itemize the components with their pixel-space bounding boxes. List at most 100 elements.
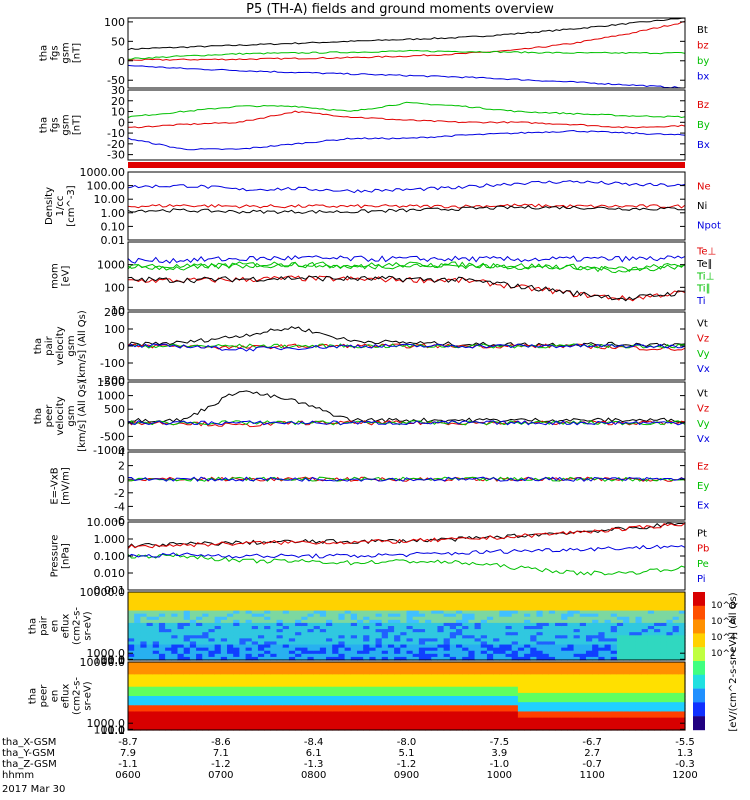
- heatmap-cell: [363, 592, 370, 596]
- heatmap-cell: [189, 638, 197, 643]
- heatmap-cell: [220, 705, 228, 709]
- heatmap-cell: [412, 680, 420, 685]
- heatmap-cell: [548, 677, 556, 682]
- heatmap-cell: [251, 708, 259, 713]
- heatmap-cell: [678, 671, 686, 675]
- heatmap-cell: [604, 641, 612, 646]
- series-line-2: [127, 420, 686, 426]
- heatmap-cell: [189, 680, 197, 685]
- heatmap-cell: [288, 644, 296, 649]
- heatmap-cell: [548, 711, 556, 716]
- heatmap-cell: [146, 629, 154, 633]
- heatmap-cell: [604, 616, 612, 621]
- legend-entry: bx: [697, 72, 709, 83]
- heatmap-cell: [158, 711, 166, 716]
- heatmap-cell: [171, 680, 179, 685]
- heatmap-cell: [264, 653, 271, 658]
- heatmap-cell: [165, 692, 172, 697]
- heatmap-cell: [177, 668, 185, 672]
- heatmap-cell: [536, 696, 544, 700]
- heatmap-cell: [536, 601, 544, 605]
- heatmap-cell: [245, 699, 253, 703]
- heatmap-cell: [220, 622, 228, 627]
- heatmap-cell: [579, 656, 587, 661]
- heatmap-cell: [486, 717, 494, 722]
- heatmap-cell: [301, 595, 309, 599]
- heatmap-cell: [146, 699, 154, 703]
- heatmap-cell: [561, 610, 569, 615]
- heatmap-cell: [270, 622, 278, 627]
- heatmap-cell: [356, 656, 364, 661]
- heatmap-cell: [610, 622, 618, 627]
- heatmap-cell: [257, 662, 265, 666]
- heatmap-cell: [456, 689, 463, 694]
- heatmap-cell: [672, 689, 680, 694]
- heatmap-cell: [406, 598, 414, 602]
- heatmap-cell: [356, 613, 364, 618]
- heatmap-cell: [425, 613, 432, 618]
- heatmap-cell: [524, 689, 531, 694]
- heatmap-cell: [647, 671, 655, 675]
- heatmap-cell: [629, 653, 637, 658]
- heatmap-cell: [672, 671, 680, 675]
- heatmap-cell: [517, 635, 525, 639]
- heatmap-cell: [227, 638, 234, 643]
- heatmap-cell: [592, 705, 599, 709]
- heatmap-cell: [443, 613, 451, 618]
- heatmap-cell: [585, 720, 593, 725]
- heatmap-cell: [524, 647, 531, 652]
- heatmap-cell: [350, 723, 358, 728]
- heatmap-cell: [146, 653, 154, 658]
- heatmap-cell: [257, 699, 265, 703]
- heatmap-cell: [660, 626, 668, 630]
- heatmap-cell: [288, 717, 296, 722]
- heatmap-cell: [295, 714, 302, 719]
- heatmap-cell: [660, 671, 668, 675]
- heatmap-cell: [548, 656, 556, 661]
- heatmap-cell: [264, 720, 271, 725]
- heatmap-cell: [338, 674, 346, 679]
- heatmap-cell: [616, 598, 624, 602]
- heatmap-cell: [307, 677, 315, 682]
- heatmap-cell: [418, 650, 426, 655]
- heatmap-cell: [363, 726, 370, 731]
- heatmap-cell: [567, 702, 575, 706]
- heatmap-cell: [406, 726, 414, 731]
- heatmap-cell: [282, 717, 290, 722]
- heatmap-cell: [307, 674, 315, 679]
- heatmap-cell: [245, 592, 253, 596]
- heatmap-cell: [418, 717, 426, 722]
- heatmap-cell: [468, 638, 476, 643]
- heatmap-cell: [616, 674, 624, 679]
- heatmap-cell: [449, 720, 457, 725]
- heatmap-cell: [338, 641, 346, 646]
- heatmap-cell: [239, 604, 247, 609]
- heatmap-cell: [499, 650, 507, 655]
- heatmap-cell: [326, 699, 333, 703]
- heatmap-cell: [307, 619, 315, 624]
- heatmap-cell: [313, 717, 321, 722]
- heatmap-cell: [604, 629, 612, 633]
- heatmap-cell: [251, 607, 259, 612]
- heatmap-cell: [400, 689, 408, 694]
- heatmap-cell: [257, 671, 265, 675]
- heatmap-cell: [270, 668, 278, 672]
- heatmap-cell: [536, 723, 544, 728]
- heatmap-cell: [598, 726, 606, 731]
- heatmap-cell: [369, 604, 377, 609]
- heatmap-cell: [288, 635, 296, 639]
- heatmap-cell: [474, 662, 482, 666]
- heatmap-cell: [635, 705, 643, 709]
- heatmap-cell: [251, 644, 259, 649]
- heatmap-cell: [128, 626, 135, 630]
- heatmap-cell: [561, 717, 569, 722]
- heatmap-cell: [654, 638, 661, 643]
- heatmap-cell: [233, 671, 240, 675]
- heatmap-cell: [431, 647, 439, 652]
- heatmap-cell: [437, 680, 445, 685]
- heatmap-cell: [629, 692, 637, 697]
- heatmap-cell: [264, 705, 271, 709]
- heatmap-cell: [288, 601, 296, 605]
- heatmap-cell: [338, 656, 346, 661]
- heatmap-cell: [400, 668, 408, 672]
